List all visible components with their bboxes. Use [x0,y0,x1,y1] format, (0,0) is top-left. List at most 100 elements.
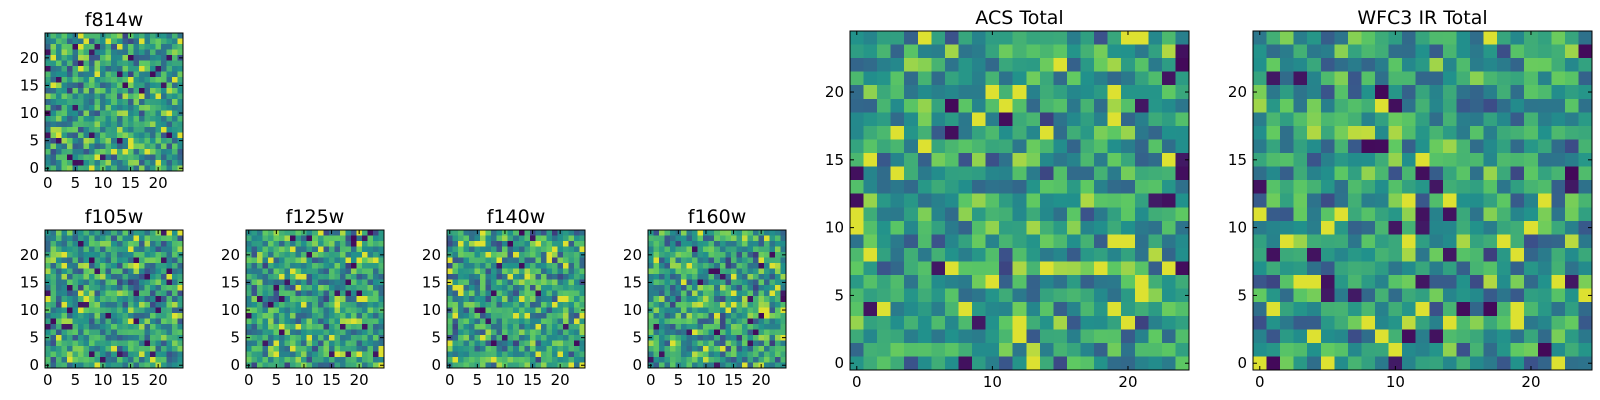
heatmap-cell [890,166,905,181]
heatmap-cell [105,66,112,73]
heatmap-cell [328,345,335,352]
heatmap-cell [659,241,665,247]
heatmap-cell [160,285,167,292]
heatmap-cell [573,329,580,336]
heatmap-cell [67,165,73,172]
heatmap-cell [94,252,101,258]
heatmap-cell [1053,342,1068,357]
heatmap-cell [1307,31,1322,45]
heatmap-cell [917,247,932,262]
heatmap-cell [1280,166,1295,181]
heatmap-cell [133,99,140,106]
heatmap-cell [917,166,932,181]
heatmap-cell [524,290,531,297]
heatmap-cell [89,345,96,352]
heatmap-cell [513,345,520,352]
heatmap-cell [568,345,575,352]
heatmap-cell [67,246,73,253]
heatmap-cell [697,345,704,352]
heatmap-cell [1347,329,1362,344]
heatmap-cell [356,268,363,275]
heatmap-cell [758,268,765,275]
heatmap-cell [1415,315,1430,330]
heatmap-cell [284,301,291,308]
heatmap-cell [496,340,503,347]
heatmap-cell [1537,261,1552,276]
heatmap-cell [1361,139,1376,154]
heatmap-cell [546,230,553,236]
heatmap-cell [61,99,68,106]
heatmap-cell [50,307,57,314]
heatmap-cell [122,301,129,308]
heatmap-cell [1107,139,1122,154]
heatmap-cell [917,220,932,235]
heatmap-cell [306,296,313,303]
heatmap-cell [485,230,492,236]
heatmap-cell [160,323,167,330]
heatmap-cell [480,329,487,336]
heatmap-cell [1469,153,1484,167]
heatmap-cell [105,235,112,242]
heatmap-cell [1266,315,1281,330]
heatmap-cell [171,82,178,89]
heatmap-cell [133,257,140,264]
heatmap-cell [1388,356,1403,371]
heatmap-cell [279,362,286,369]
heatmap-cell [67,301,73,308]
heatmap-cell [61,318,68,325]
heatmap-cell [50,301,57,308]
heatmap-cell [67,285,73,292]
heatmap-cell [579,257,586,264]
heatmap-cell [681,279,688,286]
heatmap-cell [133,301,140,308]
heatmap-cell [345,307,352,314]
heatmap-cell [166,345,173,352]
heatmap-cell [546,290,553,297]
heatmap-cell [350,312,357,319]
heatmap-cell [1148,193,1163,208]
heatmap-cell [681,235,688,242]
heatmap-cell [350,263,357,270]
heatmap-cell [50,44,57,50]
heatmap-cell [1375,166,1389,181]
heatmap-cell [290,356,297,363]
heatmap-cell [1080,275,1095,290]
heatmap-cell [1402,288,1417,303]
heatmap-cell [1361,58,1376,73]
heatmap-cell [502,329,509,336]
heatmap-cell [323,329,330,336]
heatmap-cell [1551,302,1566,317]
heatmap-cell [1307,288,1322,303]
heatmap-cell [562,274,569,281]
heatmap-cell [89,99,96,106]
heatmap-cell [361,257,368,264]
heatmap-cell [1148,207,1163,222]
heatmap-cell [177,312,184,319]
heatmap-cell [257,296,263,303]
heatmap-cell [653,312,660,319]
heatmap-cell [573,257,580,264]
heatmap-cell [1107,166,1122,181]
heatmap-cell [972,31,986,45]
heatmap-cell [367,279,374,286]
heatmap-cell [670,362,676,369]
heatmap-cell [730,296,737,303]
heatmap-cell [378,263,385,270]
heatmap-cell [339,230,346,236]
heatmap-cell [251,241,258,247]
heatmap-cell [714,329,721,336]
heatmap-cell [458,241,464,247]
heatmap-cell [1094,139,1109,154]
heatmap-cell [675,351,682,358]
heatmap-cell [177,88,184,95]
heatmap-cell [122,115,129,122]
heatmap-cell [1053,275,1068,290]
heatmap-cell [758,351,765,358]
heatmap-cell [160,165,167,172]
heatmap-cell [1012,58,1027,73]
heatmap-cell [1388,193,1403,208]
heatmap-cell [1347,153,1362,167]
heatmap-cell [166,274,173,281]
heatmap-cell [1361,98,1376,113]
heatmap-cell [116,126,123,133]
